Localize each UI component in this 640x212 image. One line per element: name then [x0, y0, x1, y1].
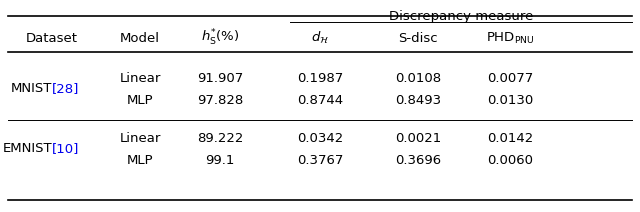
Text: S-disc: S-disc — [398, 32, 438, 45]
Text: MLP: MLP — [127, 93, 154, 106]
Text: 99.1: 99.1 — [205, 153, 235, 166]
Text: 0.0060: 0.0060 — [487, 153, 533, 166]
Text: 0.0130: 0.0130 — [487, 93, 533, 106]
Text: 91.907: 91.907 — [197, 71, 243, 85]
Text: PHD$_\mathrm{PNU}$: PHD$_\mathrm{PNU}$ — [486, 31, 534, 46]
Text: 0.3696: 0.3696 — [395, 153, 441, 166]
Text: $h_\mathrm{S}^{*}$(%): $h_\mathrm{S}^{*}$(%) — [201, 28, 239, 48]
Text: 0.0142: 0.0142 — [487, 131, 533, 145]
Text: Dataset: Dataset — [26, 32, 78, 45]
Text: 0.3767: 0.3767 — [297, 153, 343, 166]
Text: [10]: [10] — [52, 142, 79, 155]
Text: 89.222: 89.222 — [197, 131, 243, 145]
Text: 0.8744: 0.8744 — [297, 93, 343, 106]
Text: 0.1987: 0.1987 — [297, 71, 343, 85]
Text: MNIST: MNIST — [11, 82, 52, 95]
Text: 0.0077: 0.0077 — [487, 71, 533, 85]
Text: 0.0342: 0.0342 — [297, 131, 343, 145]
Text: EMNIST: EMNIST — [3, 142, 52, 155]
Text: Discrepancy measure: Discrepancy measure — [389, 10, 533, 23]
Text: 0.0021: 0.0021 — [395, 131, 441, 145]
Text: Linear: Linear — [119, 71, 161, 85]
Text: 97.828: 97.828 — [197, 93, 243, 106]
Text: Linear: Linear — [119, 131, 161, 145]
Text: 0.0108: 0.0108 — [395, 71, 441, 85]
Text: MLP: MLP — [127, 153, 154, 166]
Text: Model: Model — [120, 32, 160, 45]
Text: $d_{\mathcal{H}}$: $d_{\mathcal{H}}$ — [311, 30, 329, 46]
Text: 0.8493: 0.8493 — [395, 93, 441, 106]
Text: [28]: [28] — [52, 82, 79, 95]
